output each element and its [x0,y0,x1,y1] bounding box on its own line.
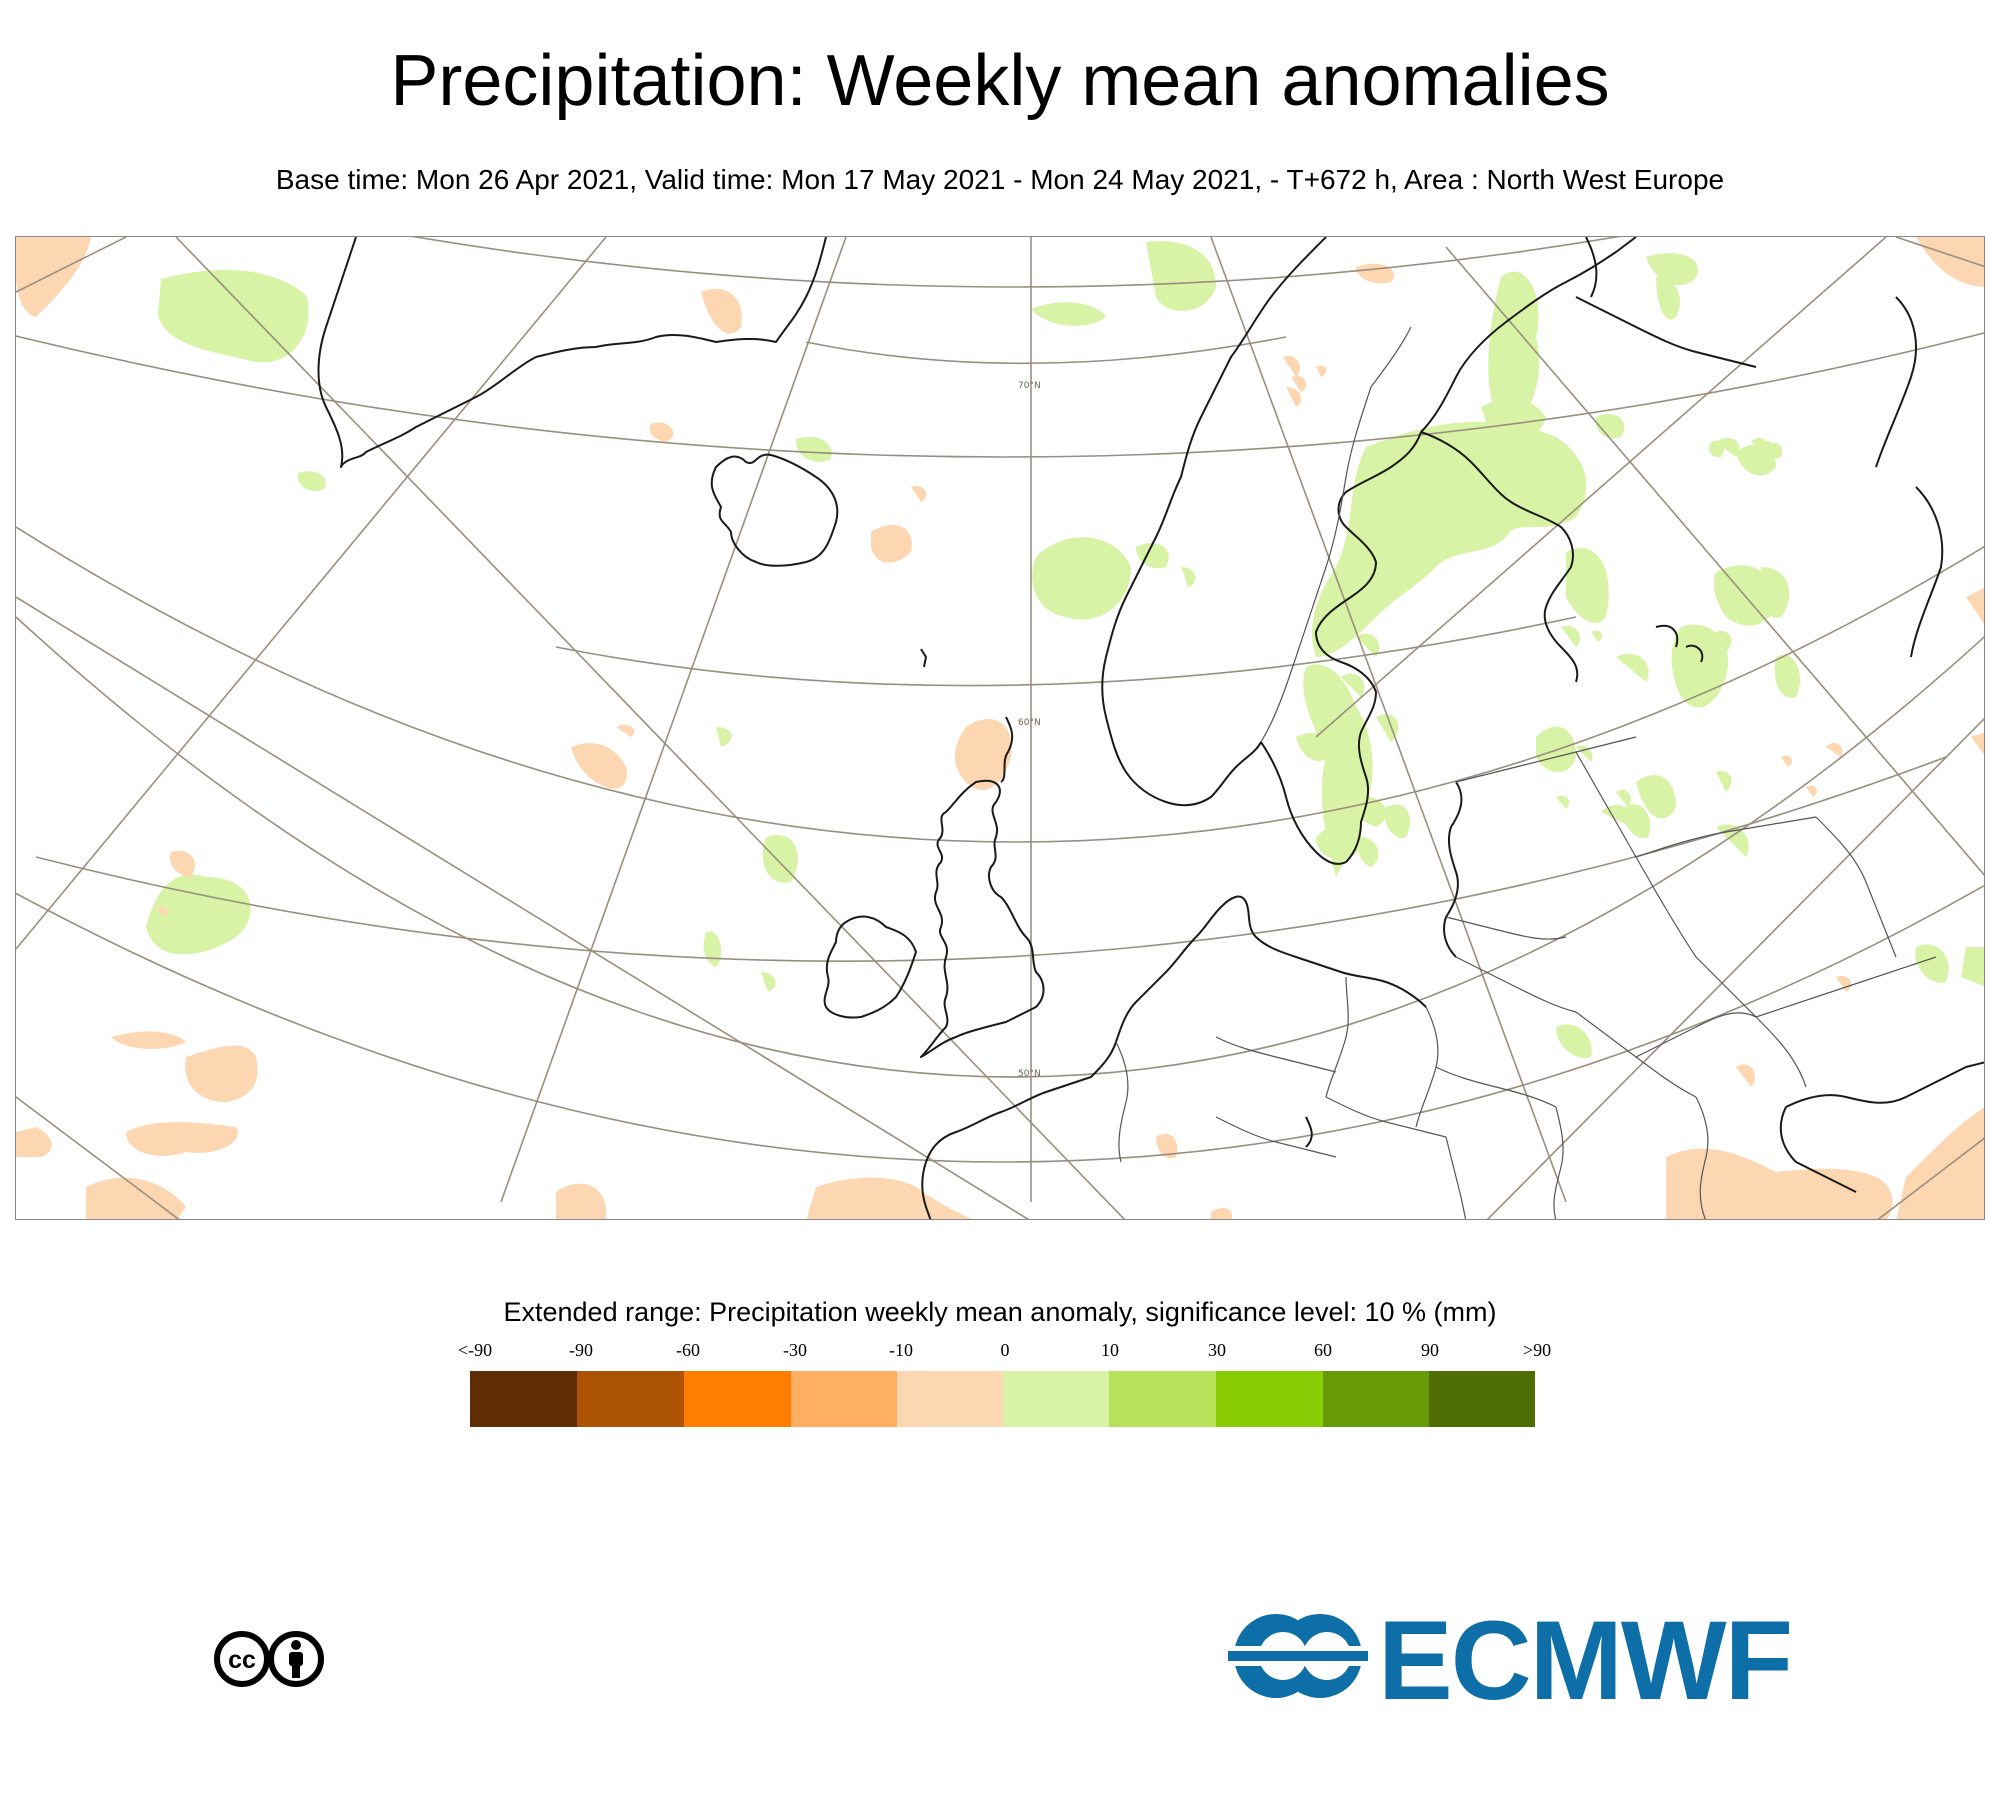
ecmwf-logo-text: ECMWF [1378,1598,1793,1723]
legend-swatch [791,1371,897,1427]
legend-tick-minus-60: -60 [676,1340,700,1360]
legend-swatch [1323,1371,1429,1427]
legend-swatch [1429,1371,1535,1427]
positive-anomaly-areas [146,241,1984,1058]
chart-subtitle: Base time: Mon 26 Apr 2021, Valid time: … [275,164,1725,195]
legend-title: Extended range: Precipitation weekly mea… [503,1297,1497,1327]
legend-tick-0: 0 [1000,1340,1010,1360]
legend-tick-lt-90: <-90 [457,1340,493,1360]
legend-tick-60: 60 [1314,1340,1332,1360]
legend-swatch [1216,1371,1323,1427]
map-panel: 70°N 60°N 50°N [15,236,1985,1220]
black-sea-coast [1785,1061,1984,1108]
legend-tick-minus-90: -90 [569,1340,593,1360]
legend-tick-90: 90 [1421,1340,1439,1360]
lat-label-70: 70°N [1018,381,1041,391]
legend-tick-30: 30 [1208,1340,1226,1360]
legend-swatch [1003,1371,1109,1427]
continental-coast [1195,895,1427,1008]
coastlines [317,237,1984,1219]
iceland-coast [710,453,839,567]
lat-label-50: 50°N [1018,1069,1041,1079]
map-svg: 70°N 60°N 50°N [16,237,1984,1219]
legend-swatch [897,1371,1003,1427]
cc-by-icon: cc [213,1630,325,1693]
latitude-circles [35,336,1947,962]
graticule [16,237,1984,1219]
legend-tick-minus-30: -30 [783,1340,807,1360]
negative-anomaly-areas [16,237,1984,1219]
scandinavia-coast [1101,237,1327,807]
legend-tick-10: 10 [1101,1340,1119,1360]
shetland-coast [1000,716,1014,783]
ireland-coast [823,915,917,1019]
legend-swatch [577,1371,684,1427]
chart-title: Precipitation: Weekly mean anomalies [390,41,1610,121]
baltic-east-coast [1443,781,1463,958]
legend-swatch [1109,1371,1216,1427]
greenland-coast [317,237,827,468]
svg-text:cc: cc [228,1646,256,1674]
legend-tick-gt-90: >90 [1522,1340,1552,1360]
legend-swatch [470,1371,577,1427]
lat-label-60: 60°N [1018,718,1041,728]
legend-tick-minus-10: -10 [889,1340,913,1360]
country-borders [1115,326,1937,1219]
great-britain-coast [920,779,1045,1058]
ecmwf-logo-icon [1228,1606,1368,1711]
legend-swatch [684,1371,791,1427]
